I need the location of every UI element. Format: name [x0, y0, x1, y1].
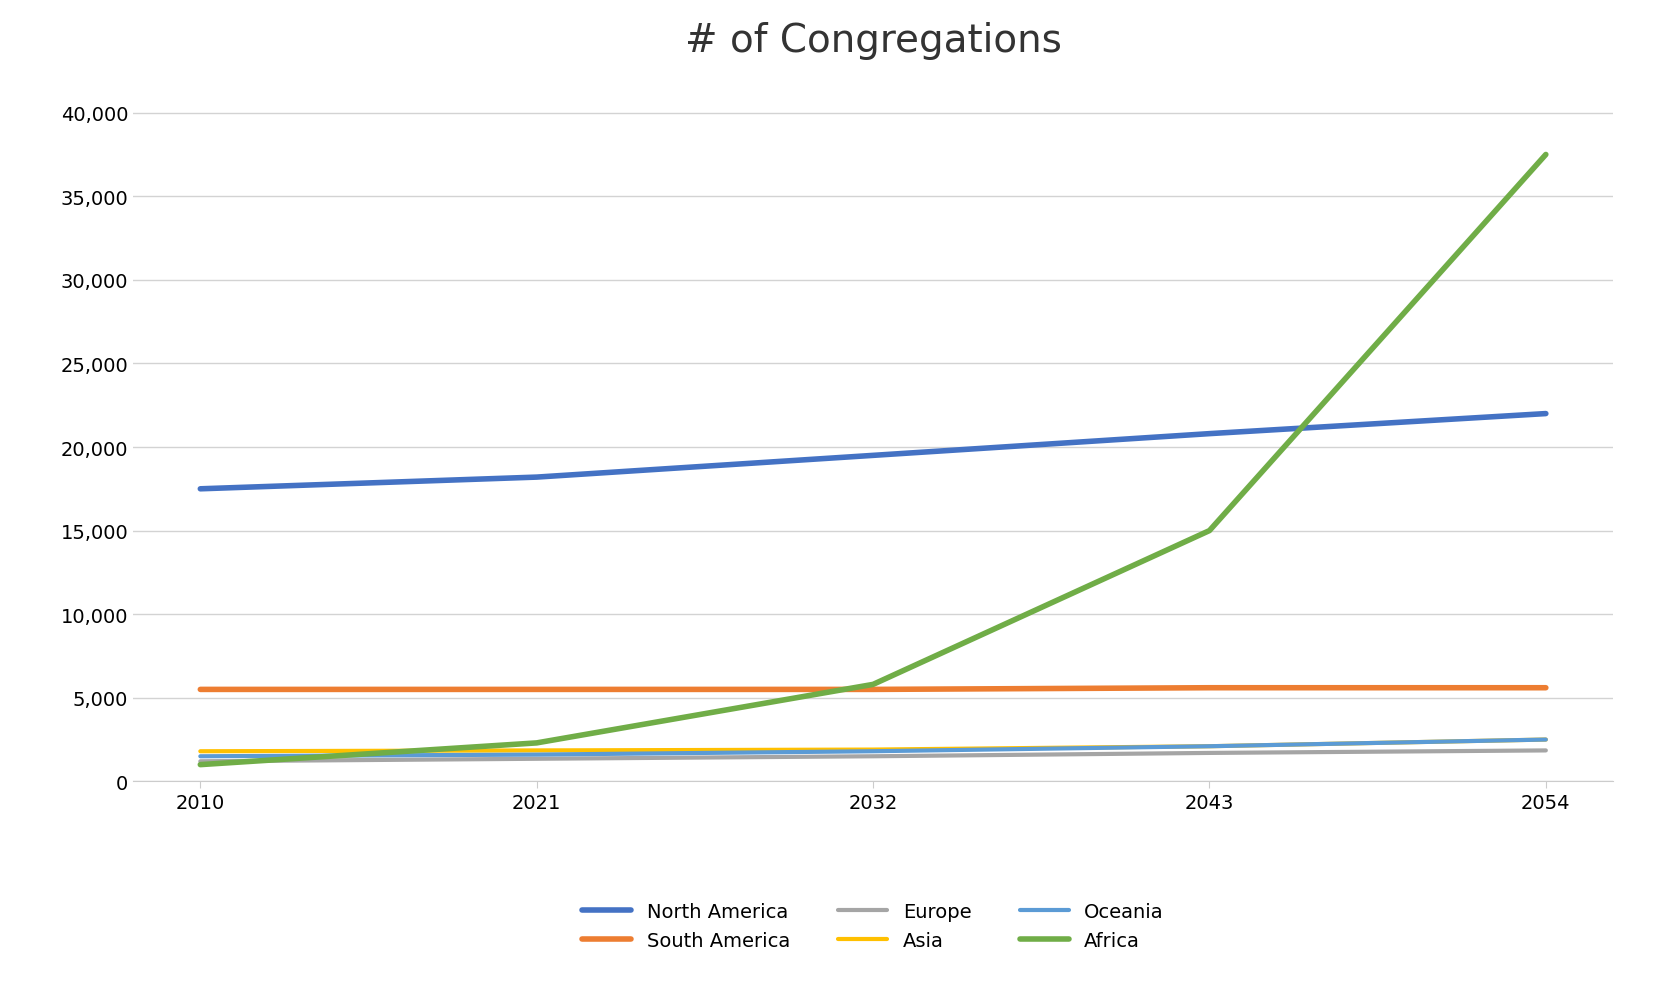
- South America: [863, 683, 883, 695]
- Oceania: [1199, 740, 1219, 753]
- Line: North America: North America: [200, 414, 1547, 489]
- South America: [1199, 682, 1219, 694]
- Europe: [1537, 744, 1557, 757]
- North America: [527, 472, 547, 484]
- Africa: [1199, 525, 1219, 537]
- Oceania: [863, 745, 883, 758]
- North America: [190, 483, 210, 495]
- Line: South America: South America: [200, 688, 1547, 689]
- Oceania: [527, 748, 547, 761]
- Oceania: [1537, 733, 1557, 745]
- South America: [527, 683, 547, 695]
- Asia: [1199, 740, 1219, 753]
- Africa: [527, 737, 547, 749]
- Asia: [527, 744, 547, 757]
- Asia: [863, 743, 883, 756]
- Africa: [190, 759, 210, 771]
- South America: [190, 683, 210, 695]
- Line: Asia: Asia: [200, 739, 1547, 752]
- Europe: [190, 756, 210, 768]
- Asia: [190, 745, 210, 758]
- Africa: [1537, 149, 1557, 161]
- Europe: [863, 750, 883, 763]
- North America: [1199, 428, 1219, 440]
- Title: # of Congregations: # of Congregations: [685, 22, 1061, 60]
- North America: [1537, 408, 1557, 420]
- Legend: North America, South America, Europe, Asia, Oceania, Africa: North America, South America, Europe, As…: [564, 883, 1182, 969]
- Line: Africa: Africa: [200, 155, 1547, 765]
- Europe: [527, 754, 547, 766]
- Oceania: [190, 750, 210, 763]
- Asia: [1537, 733, 1557, 745]
- South America: [1537, 682, 1557, 694]
- North America: [863, 450, 883, 462]
- Europe: [1199, 747, 1219, 760]
- Africa: [863, 678, 883, 690]
- Line: Europe: Europe: [200, 750, 1547, 762]
- Line: Oceania: Oceania: [200, 739, 1547, 757]
